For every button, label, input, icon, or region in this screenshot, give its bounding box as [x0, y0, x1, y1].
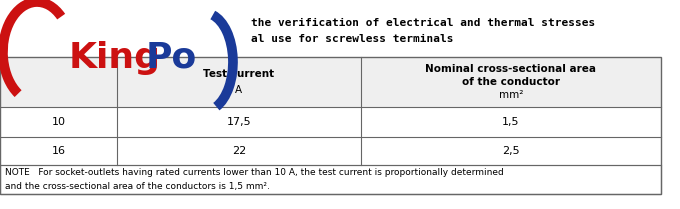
Text: 17,5: 17,5: [226, 117, 251, 127]
Text: 10: 10: [52, 117, 65, 127]
Text: King: King: [69, 41, 161, 75]
Text: of the conductor: of the conductor: [462, 77, 560, 87]
Bar: [0, 57, 661, 194]
Text: 16: 16: [52, 146, 65, 156]
Text: Nominal cross-sectional area: Nominal cross-sectional area: [425, 64, 596, 74]
Text: al use for screwless terminals: al use for screwless terminals: [252, 34, 454, 44]
Text: A: A: [235, 85, 242, 95]
Text: mm²: mm²: [498, 90, 523, 100]
Text: 2,5: 2,5: [502, 146, 520, 156]
Text: Po: Po: [146, 41, 197, 75]
Text: the verification of electrical and thermal stresses: the verification of electrical and therm…: [252, 18, 596, 28]
Text: 22: 22: [232, 146, 246, 156]
Bar: [0, 165, 661, 194]
Text: Test current: Test current: [203, 69, 274, 79]
Bar: [0, 57, 661, 107]
Text: 1,5: 1,5: [502, 117, 520, 127]
Text: NOTE   For socket-outlets having rated currents lower than 10 A, the test curren: NOTE For socket-outlets having rated cur…: [5, 168, 504, 177]
Text: and the cross-sectional area of the conductors is 1,5 mm².: and the cross-sectional area of the cond…: [5, 182, 270, 191]
